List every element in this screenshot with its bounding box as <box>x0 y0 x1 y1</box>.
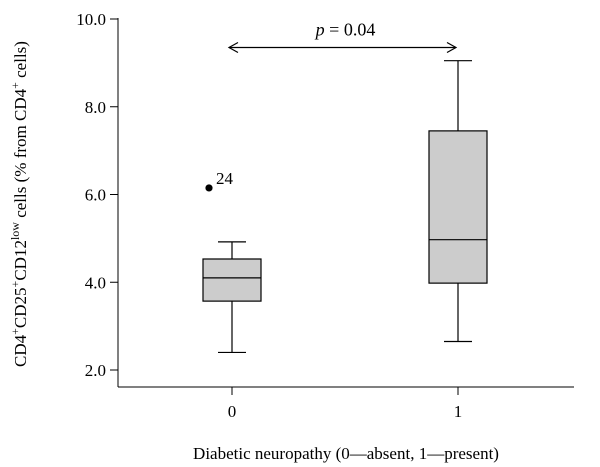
p-value: = 0.04 <box>325 20 376 40</box>
outlier-label: 24 <box>216 169 234 188</box>
y-tick-label: 10.0 <box>76 10 106 29</box>
y-title-segment: CD25 <box>11 287 30 328</box>
boxes: 24 <box>202 60 488 354</box>
box-group-1 <box>428 60 488 343</box>
outlier-point <box>205 184 213 192</box>
y-title-superscript: + <box>8 280 22 287</box>
y-title-superscript: + <box>8 82 22 89</box>
x-tick-label: 1 <box>454 402 463 421</box>
axes <box>117 18 574 388</box>
y-axis-title: CD4+CD25+CD12low cells (% from CD4+ cell… <box>8 41 30 367</box>
y-tick-label: 8.0 <box>85 98 106 117</box>
p-value-annotation: p = 0.04 <box>227 20 458 54</box>
p-value-label: p = 0.04 <box>314 20 376 40</box>
p-symbol: p <box>314 20 325 40</box>
y-title-segment: CD12 <box>11 240 30 281</box>
y-title-superscript: low <box>8 222 22 240</box>
box-group-0: 24 <box>202 169 262 354</box>
iqr-box <box>428 130 488 284</box>
arrow-left-head <box>227 41 239 54</box>
y-title-superscript: + <box>8 328 22 335</box>
x-axis-title: Diabetic neuropathy (0—absent, 1—present… <box>193 444 499 463</box>
iqr-box <box>202 258 262 302</box>
arrow-right-head <box>446 41 458 54</box>
y-title-segment: cells) <box>11 41 30 82</box>
x-tick-label: 0 <box>228 402 237 421</box>
y-tick-label: 2.0 <box>85 361 106 380</box>
y-title-segment: CD4 <box>11 334 30 367</box>
y-title-segment: cells (% from CD4 <box>11 88 30 222</box>
y-tick-label: 6.0 <box>85 186 106 205</box>
y-tick-label: 4.0 <box>85 273 106 292</box>
y-ticks: 2.0 4.0 6.0 8.0 10.0 <box>76 10 118 380</box>
